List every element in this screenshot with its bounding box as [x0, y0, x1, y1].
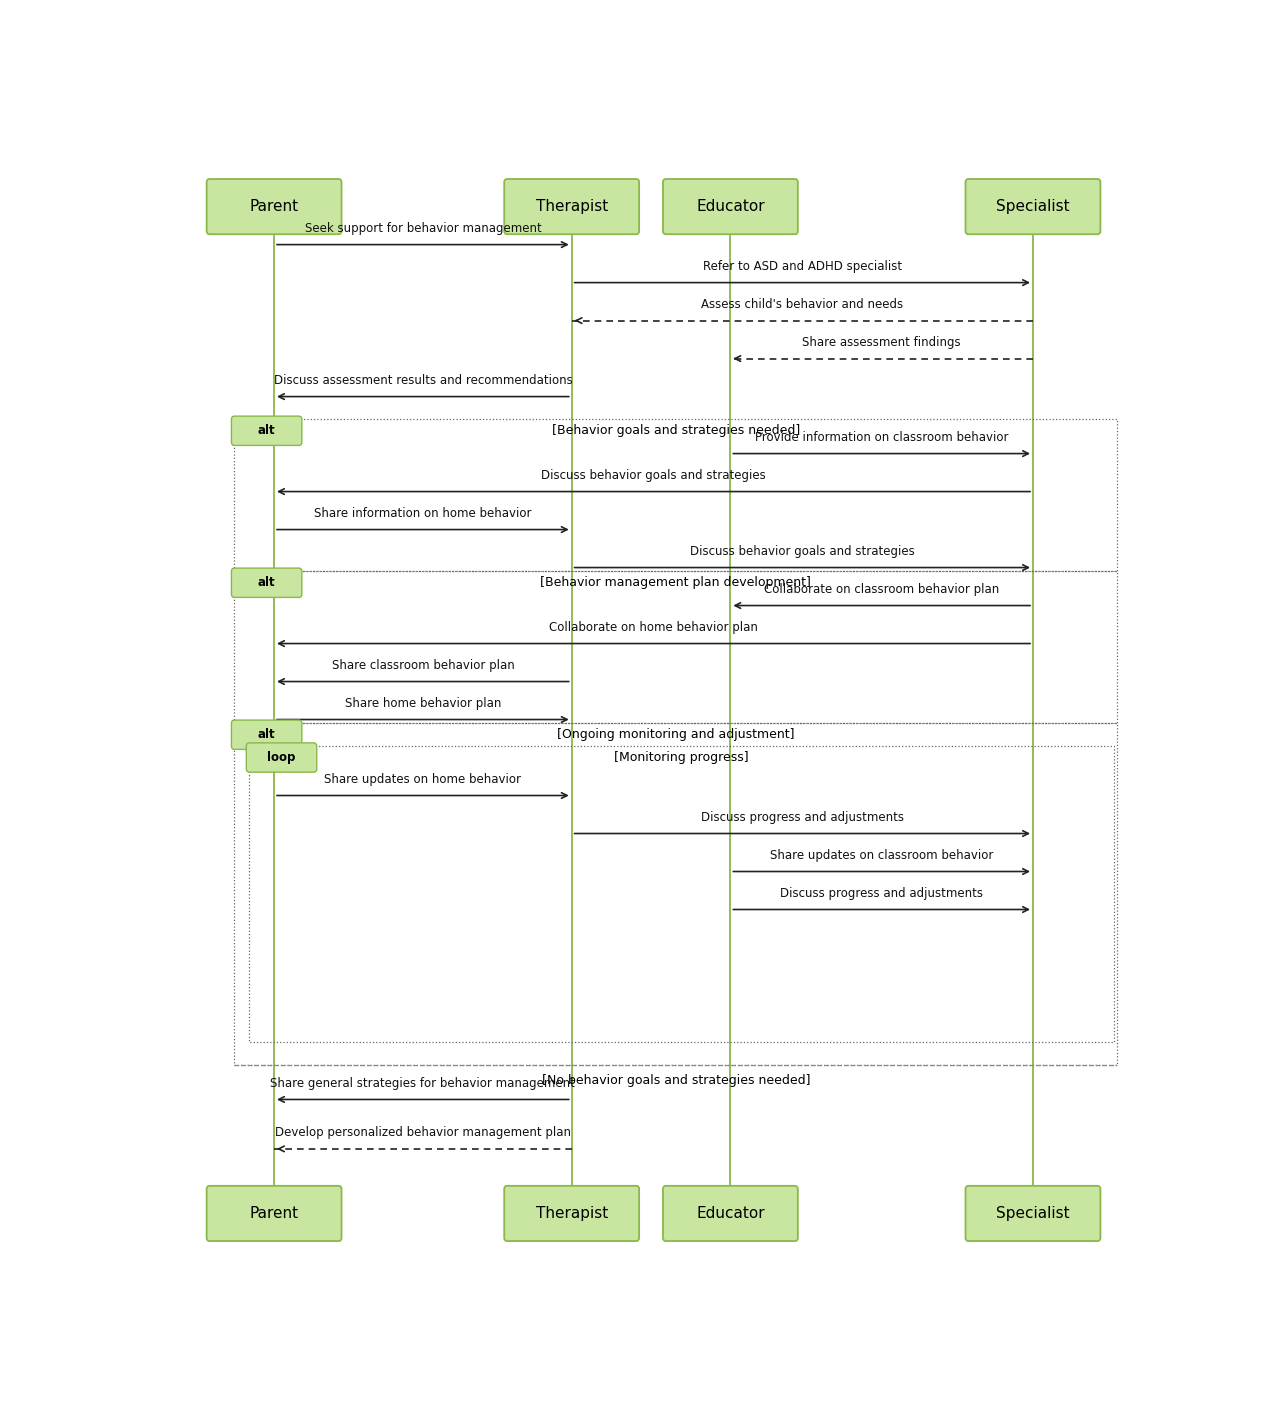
- FancyBboxPatch shape: [232, 416, 302, 446]
- Text: Parent: Parent: [250, 1206, 298, 1220]
- Text: Specialist: Specialist: [996, 1206, 1070, 1220]
- Text: Share assessment findings: Share assessment findings: [803, 336, 961, 349]
- Text: alt: alt: [257, 728, 275, 741]
- Text: Therapist: Therapist: [535, 1206, 608, 1220]
- Text: Share information on home behavior: Share information on home behavior: [314, 506, 531, 520]
- Text: Develop personalized behavior management plan: Develop personalized behavior management…: [275, 1126, 571, 1139]
- Text: Specialist: Specialist: [996, 200, 1070, 214]
- Text: [No behavior goals and strategies needed]: [No behavior goals and strategies needed…: [541, 1074, 810, 1087]
- Text: [Monitoring progress]: [Monitoring progress]: [614, 751, 749, 763]
- Text: [Behavior management plan development]: [Behavior management plan development]: [540, 576, 812, 589]
- FancyBboxPatch shape: [232, 568, 302, 598]
- Text: Share updates on classroom behavior: Share updates on classroom behavior: [771, 849, 993, 862]
- FancyBboxPatch shape: [504, 179, 639, 235]
- FancyBboxPatch shape: [663, 1185, 797, 1241]
- FancyBboxPatch shape: [206, 1185, 342, 1241]
- FancyBboxPatch shape: [663, 179, 797, 235]
- Text: Collaborate on home behavior plan: Collaborate on home behavior plan: [549, 621, 758, 634]
- Text: Assess child's behavior and needs: Assess child's behavior and needs: [701, 298, 904, 311]
- FancyBboxPatch shape: [246, 742, 316, 772]
- FancyBboxPatch shape: [232, 720, 302, 749]
- Text: Educator: Educator: [696, 200, 764, 214]
- Text: loop: loop: [268, 751, 296, 763]
- FancyBboxPatch shape: [965, 179, 1101, 235]
- Text: Discuss progress and adjustments: Discuss progress and adjustments: [701, 811, 904, 824]
- Text: Provide information on classroom behavior: Provide information on classroom behavio…: [755, 430, 1009, 444]
- FancyBboxPatch shape: [206, 179, 342, 235]
- Text: Discuss behavior goals and strategies: Discuss behavior goals and strategies: [690, 544, 915, 558]
- Text: Share home behavior plan: Share home behavior plan: [344, 697, 500, 710]
- Text: Discuss behavior goals and strategies: Discuss behavior goals and strategies: [541, 468, 765, 482]
- Text: alt: alt: [257, 425, 275, 437]
- FancyBboxPatch shape: [504, 1185, 639, 1241]
- Text: alt: alt: [257, 576, 275, 589]
- Text: Discuss assessment results and recommendations: Discuss assessment results and recommend…: [274, 374, 572, 387]
- Text: [Behavior goals and strategies needed]: [Behavior goals and strategies needed]: [552, 425, 800, 437]
- Text: Parent: Parent: [250, 200, 298, 214]
- Text: Therapist: Therapist: [535, 200, 608, 214]
- Text: Educator: Educator: [696, 1206, 764, 1220]
- Text: Collaborate on classroom behavior plan: Collaborate on classroom behavior plan: [764, 583, 1000, 596]
- Text: [Ongoing monitoring and adjustment]: [Ongoing monitoring and adjustment]: [557, 728, 795, 741]
- Text: Seek support for behavior management: Seek support for behavior management: [305, 222, 541, 235]
- Text: Share classroom behavior plan: Share classroom behavior plan: [332, 659, 515, 672]
- Text: Share general strategies for behavior management: Share general strategies for behavior ma…: [270, 1077, 575, 1090]
- Text: Share updates on home behavior: Share updates on home behavior: [324, 773, 521, 786]
- Text: Refer to ASD and ADHD specialist: Refer to ASD and ADHD specialist: [703, 260, 902, 273]
- FancyBboxPatch shape: [965, 1185, 1101, 1241]
- Text: Discuss progress and adjustments: Discuss progress and adjustments: [781, 887, 983, 900]
